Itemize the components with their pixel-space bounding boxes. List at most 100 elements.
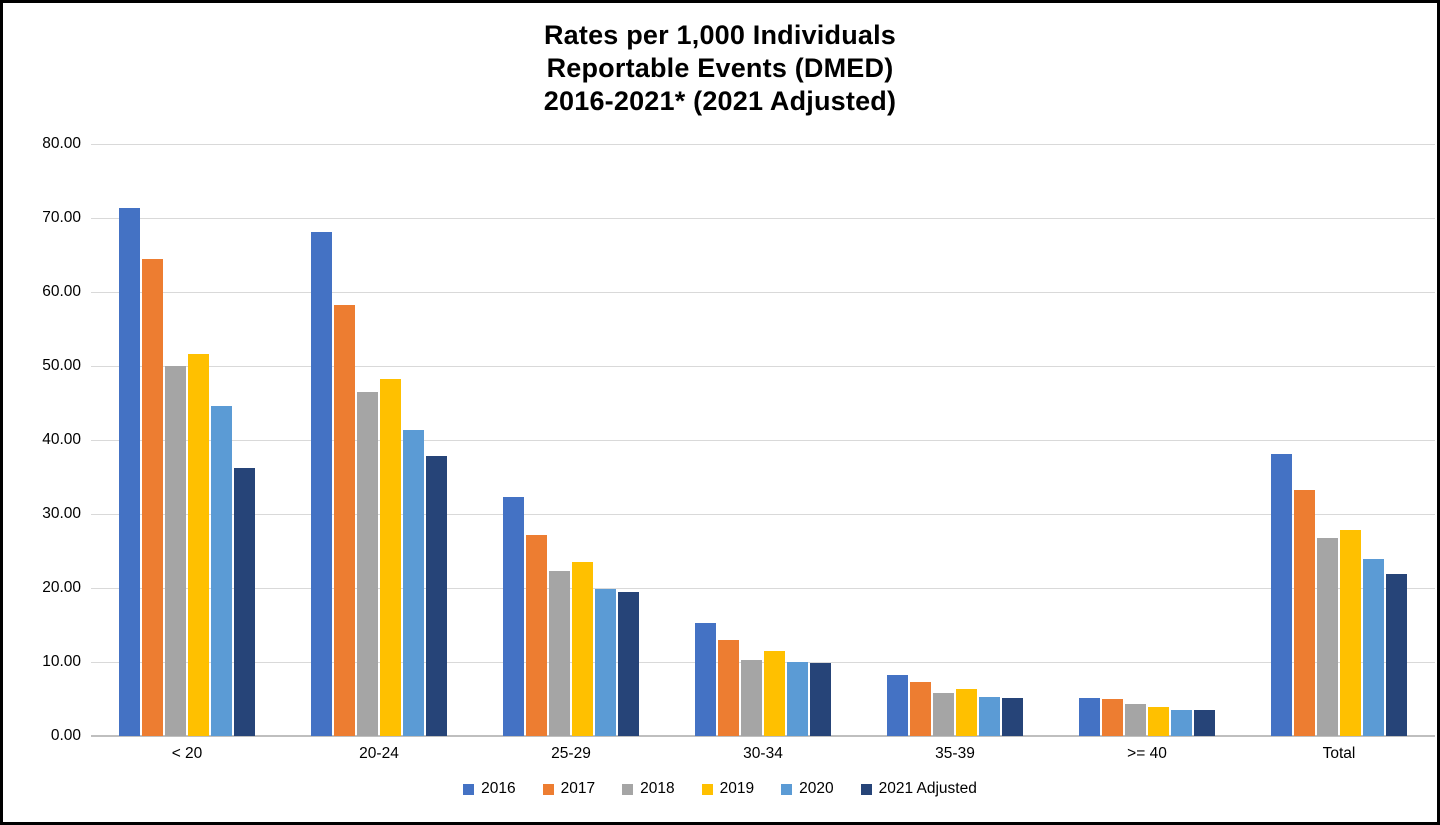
bar-2016-total [1271, 454, 1292, 736]
x-tick-label-25-29: 25-29 [551, 745, 591, 762]
bar-2017-30-34 [718, 639, 739, 736]
bar-2019-25-29 [572, 562, 593, 736]
legend-label-2019: 2019 [719, 780, 755, 797]
bar-2018-25-29 [549, 570, 570, 736]
chart-title-line-1: Rates per 1,000 Individuals [543, 20, 897, 50]
bar-2017-25-29 [526, 534, 547, 736]
bar-2021-adjusted-40 [1194, 710, 1215, 736]
bar-2019-40 [1148, 707, 1169, 736]
x-tick-label-35-39: 35-39 [935, 745, 975, 762]
legend-swatch-2017 [542, 783, 554, 795]
bar-2018-total [1317, 538, 1338, 736]
legend-swatch-2020 [781, 783, 793, 795]
legend-label-2018: 2018 [640, 780, 675, 797]
bar-2016-20-24 [311, 232, 332, 736]
bar-2017-total [1294, 490, 1315, 736]
bar-2021-adjusted-30-34 [810, 662, 831, 736]
y-tick-label: 30.00 [42, 505, 81, 522]
bar-2018-20-24 [357, 391, 378, 736]
y-tick-label: 70.00 [42, 209, 81, 226]
legend-swatch-2016 [463, 783, 475, 795]
y-axis-labels: 80.00 70.00 60.00 50.00 40.00 30.00 20.00 10.00… [3, 135, 81, 744]
legend: 2016 2017 2018 2019 2020 2021 Adjusted [3, 780, 1437, 798]
gridline [91, 144, 1435, 145]
bar-2018-40 [1125, 704, 1146, 736]
gridline [91, 514, 1435, 515]
bar-2020-20-24 [403, 429, 424, 736]
bar-group-25-29 [475, 144, 667, 736]
bar-2019-35-39 [956, 689, 977, 736]
y-tick-label: 80.00 [42, 135, 81, 152]
legend-label-2020: 2020 [799, 780, 834, 797]
bar-2016-40 [1079, 697, 1100, 736]
legend-item-2020: 2020 [781, 780, 834, 798]
bar-2016-30-34 [695, 622, 716, 736]
chart-title-line-2: Reportable Events (DMED) [546, 53, 894, 83]
legend-item-2021-adjusted: 2021 Adjusted [860, 780, 977, 798]
bar-2018-35-39 [933, 693, 954, 736]
bar-2020-40 [1171, 710, 1192, 736]
bar-group-20-24 [283, 144, 475, 736]
bar-2019-20-24 [380, 378, 401, 736]
x-tick-label-20-24: 20-24 [359, 745, 399, 762]
legend-label-2017: 2017 [560, 780, 596, 797]
bar-2017-40 [1102, 699, 1123, 736]
bar-2020-total [1363, 559, 1384, 736]
legend-item-2016: 2016 [463, 780, 516, 798]
bar-2020-30-34 [787, 662, 808, 736]
bar-2016-20 [119, 208, 140, 736]
y-tick-label: 0.00 [50, 727, 81, 744]
bar-2017-20 [142, 258, 163, 736]
bar-group-total [1243, 144, 1435, 736]
gridline [91, 440, 1435, 441]
chart-title: Rates per 1,000 Individuals Reportable E… [3, 19, 1437, 118]
x-tick-label-total: Total [1322, 745, 1356, 762]
bar-2017-35-39 [910, 681, 931, 736]
bar-2020-25-29 [595, 588, 616, 736]
y-tick-label: 40.00 [42, 431, 81, 448]
bar-group-20 [91, 144, 283, 736]
x-tick-label-40: >= 40 [1127, 745, 1167, 762]
x-axis-line [91, 735, 1435, 737]
bar-groups [91, 144, 1435, 736]
bar-2019-total [1340, 530, 1361, 736]
bar-2016-35-39 [887, 675, 908, 736]
x-axis-labels: < 20 20-24 25-29 30-34 35-39 >= 40 Total [91, 745, 1435, 763]
bar-2017-20-24 [334, 304, 355, 736]
legend-label-2016: 2016 [481, 780, 516, 797]
gridline [91, 366, 1435, 367]
gridline [91, 292, 1435, 293]
y-tick-label: 20.00 [42, 579, 81, 596]
bar-2021-adjusted-35-39 [1002, 698, 1023, 736]
legend-label-2021-adjusted: 2021 Adjusted [878, 780, 977, 797]
x-tick-label-30-34: 30-34 [743, 745, 783, 762]
bar-group-40 [1051, 144, 1243, 736]
legend-item-2018: 2018 [622, 780, 675, 798]
bar-group-30-34 [667, 144, 859, 736]
bar-2021-adjusted-total [1386, 573, 1407, 736]
legend-swatch-2018 [622, 783, 634, 795]
gridline [91, 588, 1435, 589]
bar-2021-adjusted-20 [234, 468, 255, 736]
bar-2018-20 [165, 366, 186, 736]
legend-item-2019: 2019 [701, 780, 755, 798]
bar-2021-adjusted-20-24 [426, 455, 447, 736]
gridline [91, 662, 1435, 663]
bar-2019-30-34 [764, 650, 785, 736]
bar-2018-30-34 [741, 659, 762, 736]
legend-swatch-2019 [701, 783, 713, 795]
plot-area [91, 144, 1435, 737]
legend-item-2017: 2017 [542, 780, 596, 798]
x-tick-label-20: < 20 [171, 745, 203, 762]
legend-swatch-2021-adjusted [860, 783, 872, 795]
chart-title-line-3: 2016-2021* (2021 Adjusted) [543, 86, 897, 116]
bar-2016-25-29 [503, 496, 524, 736]
bar-2021-adjusted-25-29 [618, 591, 639, 736]
bar-group-35-39 [859, 144, 1051, 736]
bar-2020-35-39 [979, 696, 1000, 736]
y-tick-label: 10.00 [42, 653, 81, 670]
bar-2019-20 [188, 354, 209, 736]
gridline [91, 218, 1435, 219]
bar-2020-20 [211, 405, 232, 736]
